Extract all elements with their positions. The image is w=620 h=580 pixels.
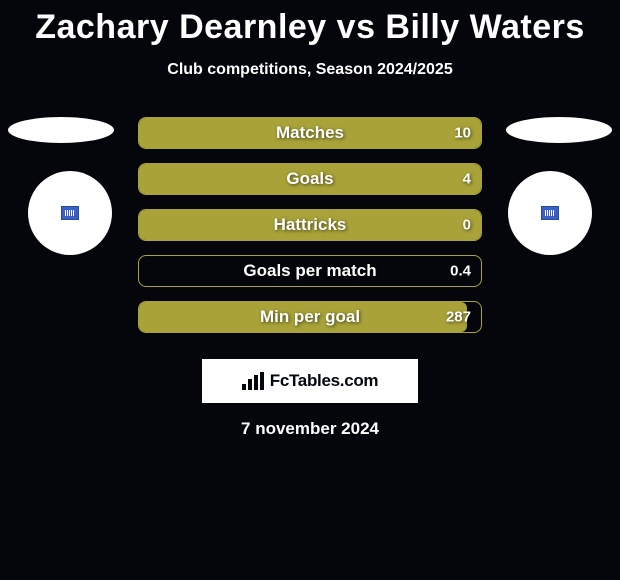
player-left-badge-icon xyxy=(61,206,79,220)
brand-banner[interactable]: FcTables.com xyxy=(202,359,418,403)
chart-icon-bar xyxy=(248,379,252,390)
stat-bars: Matches10 Goals4 Hattricks0 Goals per match… xyxy=(138,117,482,333)
page-title: Zachary Dearnley vs Billy Waters xyxy=(0,0,620,47)
stat-bar-fill xyxy=(139,164,481,194)
player-right-badge-icon xyxy=(541,206,559,220)
stat-bar: Min per goal287 xyxy=(138,301,482,333)
player-left-ellipse xyxy=(8,117,114,143)
chart-icon-bar xyxy=(242,384,246,390)
stat-bar-label: Goals per match xyxy=(139,261,481,281)
subtitle: Club competitions, Season 2024/2025 xyxy=(0,61,620,79)
date-label: 7 november 2024 xyxy=(0,419,620,439)
player-right-avatar xyxy=(508,171,592,255)
stat-bar: Hattricks0 xyxy=(138,209,482,241)
stat-bar: Matches10 xyxy=(138,117,482,149)
chart-icon-bar xyxy=(254,375,258,390)
chart-icon xyxy=(242,372,264,390)
stat-bar-value: 10 xyxy=(454,125,471,142)
brand-text: FcTables.com xyxy=(270,371,379,391)
stat-bar-value: 4 xyxy=(463,171,471,188)
comparison-area: Matches10 Goals4 Hattricks0 Goals per match… xyxy=(0,117,620,337)
stat-bar: Goals4 xyxy=(138,163,482,195)
chart-icon-bar xyxy=(260,372,264,390)
player-left-avatar xyxy=(28,171,112,255)
stat-bar-fill xyxy=(139,118,481,148)
stat-bar-value: 287 xyxy=(446,309,471,326)
stat-bar-value: 0 xyxy=(463,217,471,234)
stat-bar-fill xyxy=(139,210,481,240)
stat-bar: Goals per match0.4 xyxy=(138,255,482,287)
stat-bar-fill xyxy=(139,302,467,332)
stat-bar-value: 0.4 xyxy=(450,263,471,280)
player-right-ellipse xyxy=(506,117,612,143)
